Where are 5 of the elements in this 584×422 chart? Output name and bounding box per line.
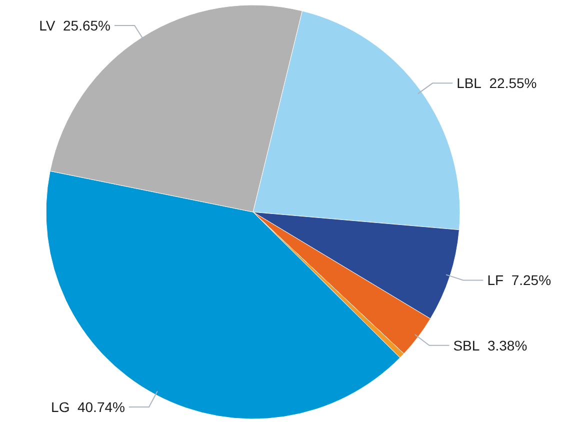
slice-label: LV 25.65% <box>39 17 111 34</box>
slice-label: SBL 3.38% <box>453 337 528 354</box>
slice-label: LBL 22.55% <box>456 75 537 92</box>
slice-label: LG 40.74% <box>51 398 125 415</box>
slice-label: LF 7.25% <box>487 272 552 288</box>
